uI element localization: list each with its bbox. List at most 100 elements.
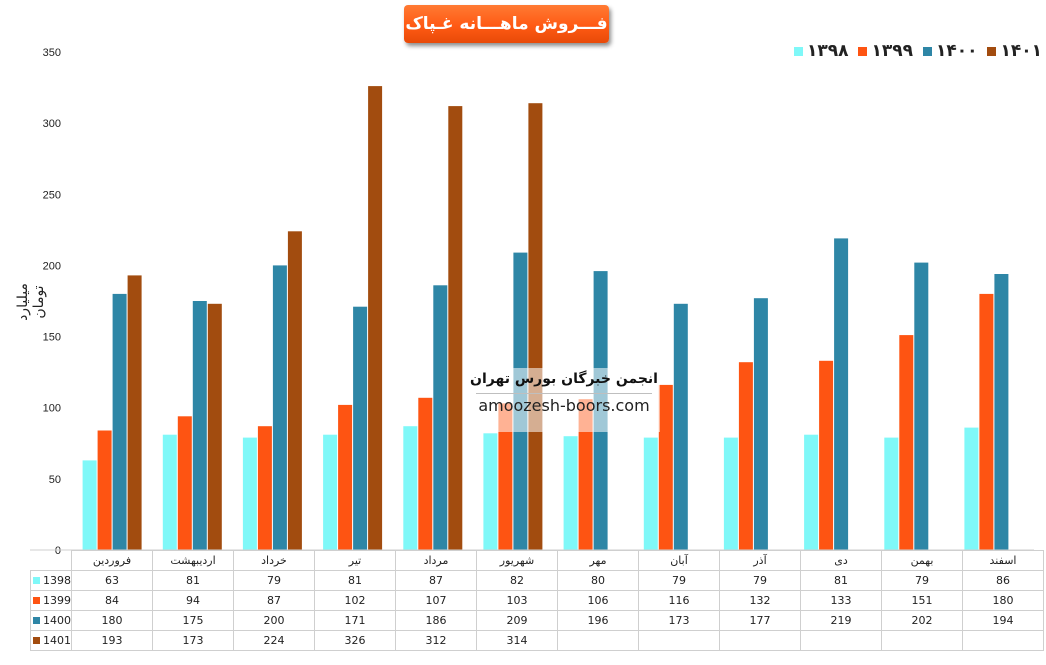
bar-1399 [418, 397, 433, 550]
data-label: 193 [71, 630, 153, 651]
bar-1399 [177, 416, 192, 550]
y-tick-label: 250 [43, 189, 61, 201]
data-label: 80 [557, 570, 639, 591]
series-label-cell: 1401 [30, 630, 72, 651]
bar-1398 [563, 436, 578, 550]
bar-1399 [257, 426, 272, 550]
data-label: 81 [152, 570, 234, 591]
legend-item-1400: ۱۴۰۰ [922, 41, 978, 61]
bar-1400 [994, 274, 1009, 550]
y-tick-label: 100 [43, 403, 61, 415]
data-label: 173 [638, 610, 720, 631]
bar-1399 [658, 384, 673, 550]
data-label: 107 [395, 590, 477, 611]
bar-1399 [338, 404, 353, 550]
y-axis-label: میلیارد تومان [15, 283, 47, 321]
bar-1399 [738, 362, 753, 550]
data-label: 202 [881, 610, 963, 631]
table-corner [30, 550, 72, 571]
data-label: 175 [152, 610, 234, 631]
x-tick-label: مهر [557, 550, 639, 571]
data-label: 180 [962, 590, 1044, 611]
series-name: 1400 [43, 614, 71, 627]
bar-1400 [353, 306, 368, 550]
data-label: 196 [557, 610, 639, 631]
data-table: فروردین اردیبهشت خرداد تیر مرداد شهریور مهر آبا… [30, 550, 1044, 651]
bar-1401 [287, 231, 302, 551]
table-header-row: فروردین اردیبهشت خرداد تیر مرداد شهریور مهر آبا… [30, 550, 1044, 571]
data-label: 86 [962, 570, 1044, 591]
legend-swatch [922, 46, 932, 56]
data-label: 106 [557, 590, 639, 611]
table-row: 1401 193 173 224 326 312 314 [30, 630, 1044, 651]
y-tick-label: 150 [43, 332, 61, 344]
bar-1398 [804, 434, 819, 550]
data-label: 63 [71, 570, 153, 591]
data-label: 326 [314, 630, 396, 651]
data-label: 79 [638, 570, 720, 591]
legend-label: ۱۳۹۹ [871, 41, 913, 61]
data-label [638, 630, 720, 651]
data-label: 133 [800, 590, 882, 611]
x-tick-label: مرداد [395, 550, 477, 571]
x-tick-label: شهریور [476, 550, 558, 571]
data-label: 312 [395, 630, 477, 651]
data-label: 79 [719, 570, 801, 591]
x-tick-label: فروردین [71, 550, 153, 571]
bar-1398 [884, 437, 899, 550]
legend-label: ۱۴۰۱ [1000, 41, 1042, 61]
bar-1399 [97, 430, 112, 550]
x-tick-label: آذر [719, 550, 801, 571]
table-row: 1400 180 175 200 171 186 209 196 173 177 219 202 194 [30, 610, 1044, 631]
legend-item-1401: ۱۴۰۱ [987, 41, 1042, 61]
bar-1401 [528, 103, 543, 550]
bar-1400 [112, 293, 127, 550]
x-tick-label: آبان [638, 550, 720, 571]
data-label: 209 [476, 610, 558, 631]
data-label: 82 [476, 570, 558, 591]
data-label: 102 [314, 590, 396, 611]
bar-1400 [673, 303, 688, 550]
bar-1399 [899, 335, 914, 550]
data-label: 116 [638, 590, 720, 611]
watermark-title: انجمن خبرگان بورس تهران [470, 371, 658, 387]
bar-1398 [723, 437, 738, 550]
bar-1398 [323, 434, 338, 550]
bar-1398 [643, 437, 658, 550]
legend-item-1398: ۱۳۹۸ [793, 41, 848, 61]
data-label: 224 [233, 630, 315, 651]
x-tick-label: خرداد [233, 550, 315, 571]
data-label [800, 630, 882, 651]
data-label: 103 [476, 590, 558, 611]
data-label: 81 [314, 570, 396, 591]
legend-label: ۱۴۰۰ [935, 41, 978, 61]
bar-1398 [964, 427, 979, 550]
bar-1399 [578, 399, 593, 550]
bar-1401 [448, 106, 463, 550]
bar-1401 [207, 303, 222, 550]
bar-1400 [433, 285, 448, 550]
data-label: 180 [71, 610, 153, 631]
x-tick-label: دی [800, 550, 882, 571]
series-swatch [33, 577, 40, 584]
legend: ۱۳۹۸ ۱۳۹۹ ۱۴۰۰ ۱۴۰۱ [793, 41, 1042, 61]
data-label [962, 630, 1044, 651]
series-label-cell: 1399 [30, 590, 72, 611]
bar-1401 [368, 86, 383, 550]
bar-1400 [914, 262, 929, 550]
bar-1398 [162, 434, 177, 550]
y-tick-label: 50 [49, 474, 61, 486]
bar-1398 [242, 437, 257, 550]
legend-swatch [987, 46, 997, 56]
data-label [557, 630, 639, 651]
legend-item-1399: ۱۳۹۹ [858, 41, 913, 61]
bar-1400 [834, 238, 849, 550]
bar-1398 [82, 460, 97, 550]
bar-1399 [979, 293, 994, 550]
series-name: 1398 [43, 574, 71, 587]
table-row: 1399 84 94 87 102 107 103 106 116 132 133 151 180 [30, 590, 1044, 611]
bar-1400 [753, 298, 768, 550]
bar-1398 [483, 433, 498, 550]
data-label [719, 630, 801, 651]
